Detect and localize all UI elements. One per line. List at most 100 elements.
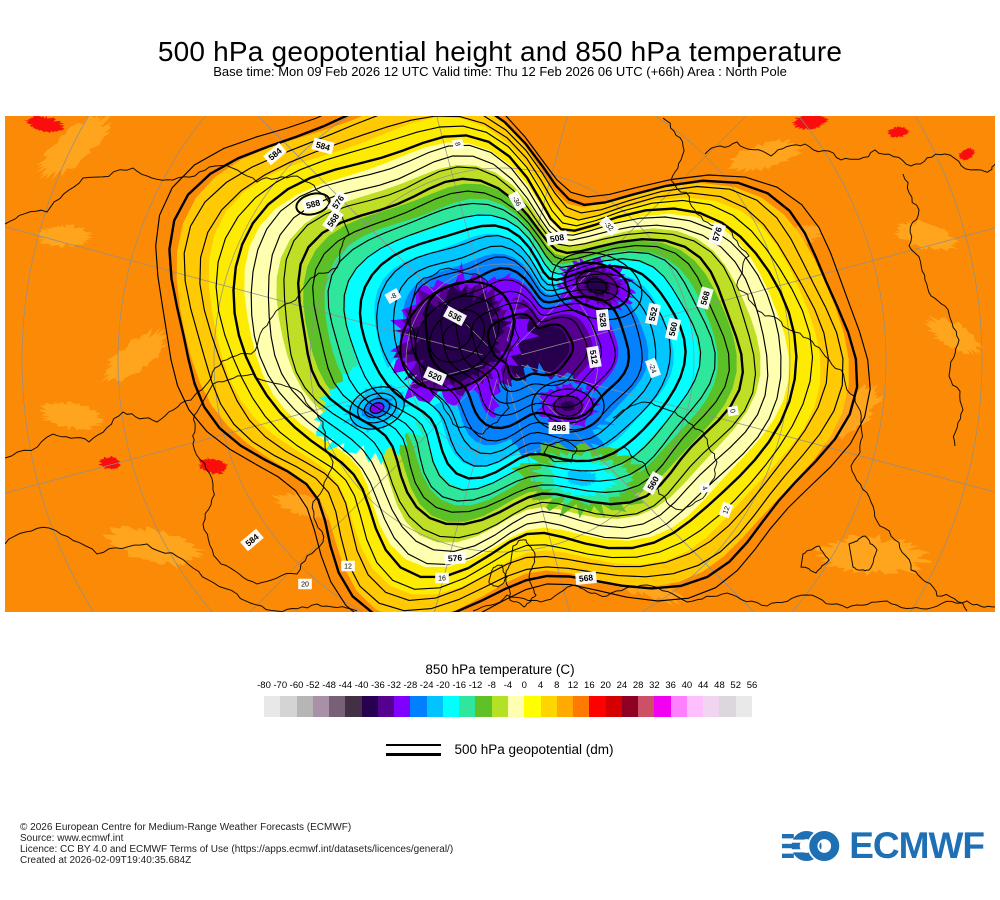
temp-colorbar-segment	[410, 696, 427, 717]
temp-tick-label: 0	[521, 680, 527, 691]
contour-label: 560	[664, 317, 682, 341]
svg-text:4: 4	[700, 485, 708, 491]
temp-tick-label: -20	[436, 680, 450, 691]
contour-label: 12	[718, 501, 734, 519]
temp-tick-label: -70	[273, 680, 288, 691]
svg-text:-36: -36	[511, 195, 522, 207]
temp-tick-label: 8	[554, 680, 560, 691]
temp-tick-label: 40	[681, 680, 693, 691]
svg-text:-8: -8	[389, 292, 398, 301]
contour-label: 4	[698, 481, 712, 495]
temp-colorbar-segment	[589, 696, 606, 717]
temp-tick-label: 12	[567, 680, 579, 691]
contour-line-symbol	[386, 743, 442, 756]
temp-colorbar-segment	[394, 696, 411, 717]
contour-label: -24	[644, 357, 662, 379]
licence-line: Licence: CC BY 4.0 and ECMWF Terms of Us…	[20, 844, 454, 855]
contour-label: 16	[435, 572, 449, 584]
ecmwf-logo-icon	[782, 829, 842, 863]
svg-text:496: 496	[552, 423, 566, 433]
temp-colorbar-segment	[621, 696, 639, 717]
contour-label: 560	[642, 470, 664, 496]
contour-label: 536	[442, 305, 468, 327]
svg-text:576: 576	[448, 553, 463, 564]
svg-text:560: 560	[667, 321, 680, 337]
contour-label: 512	[586, 345, 602, 369]
temp-colorbar-segment	[459, 696, 476, 717]
temp-colorbar-segment	[719, 696, 736, 717]
footer-attribution: © 2026 European Centre for Medium-Range …	[20, 822, 453, 866]
temp-colorbar-segment	[605, 696, 622, 717]
temp-tick-label: 24	[616, 680, 628, 691]
temp-tick-label: 4	[537, 680, 544, 691]
temp-colorbar-segment	[296, 696, 313, 717]
geopotential-legend: 500 hPa geopotential (dm)	[0, 742, 1000, 757]
temp-legend-title: 850 hPa temperature (C)	[425, 662, 575, 677]
temp-tick-label: 20	[600, 680, 611, 691]
contour-label: 568	[322, 208, 344, 232]
temp-tick-label: 16	[584, 680, 595, 691]
temp-colorbar-segment	[329, 696, 346, 717]
contour-label: 12	[341, 560, 355, 572]
chart-subtitle: Base time: Mon 09 Feb 2026 12 UTC Valid …	[213, 64, 787, 79]
temp-tick-label: -24	[419, 680, 434, 691]
contour-label: 568	[575, 570, 597, 586]
temp-tick-label: -36	[370, 680, 385, 691]
temp-colorbar-segment	[507, 696, 525, 717]
contour-label: 0	[727, 405, 739, 417]
source-line: Source: www.ecmwf.int	[20, 833, 124, 844]
temp-colorbar-segment	[475, 696, 492, 717]
copyright-line: © 2026 European Centre for Medium-Range …	[20, 822, 352, 833]
temp-colorbar-segment	[345, 696, 362, 717]
temp-tick-label: -60	[289, 680, 304, 691]
ecmwf-logo: ECMWF	[782, 824, 985, 868]
temp-tick-label: 52	[730, 680, 742, 691]
contour-label: 528	[595, 309, 611, 331]
temp-tick-label: 28	[632, 680, 644, 691]
temp-colorbar-segment	[735, 696, 752, 717]
temp-tick-label: 36	[665, 680, 676, 691]
svg-text:584: 584	[315, 139, 332, 152]
contour-label: 568	[696, 286, 714, 310]
contour-label: 508	[545, 230, 569, 246]
contour-label: 584	[311, 137, 335, 155]
temp-colorbar-segment	[524, 696, 541, 717]
temp-colorbar-segment	[491, 696, 508, 717]
temp-colorbar-segment	[703, 696, 720, 717]
temp-tick-label: -28	[403, 680, 418, 691]
svg-text:588: 588	[305, 197, 322, 210]
temp-legend-ticks: -80 -70 -60 -52 -48 -44 -40 -36 -32 -28 -24 -20 -16-…	[257, 680, 757, 692]
temp-tick-label: -80	[257, 680, 271, 691]
created-line: Created at 2026-02-09T19:40:35.684Z	[20, 855, 192, 866]
temp-tick-label: 44	[697, 680, 709, 691]
contour-label: 576	[708, 222, 726, 246]
svg-text:568: 568	[698, 290, 712, 307]
contour-label: 520	[423, 366, 447, 386]
temp-tick-label: -32	[387, 680, 401, 691]
temp-tick-label: -12	[468, 680, 483, 691]
contour-label: 588	[301, 195, 325, 213]
svg-text:528: 528	[597, 312, 608, 327]
temp-colorbar-segment	[312, 696, 330, 717]
temp-tick-label: 48	[714, 680, 725, 691]
temp-colorbar-segment	[638, 696, 655, 717]
svg-text:0: 0	[728, 409, 736, 414]
temp-colorbar-segment	[654, 696, 671, 717]
contour-label: 8	[451, 138, 465, 150]
contour-label: 496	[548, 422, 570, 434]
svg-text:552: 552	[647, 306, 660, 322]
svg-text:512: 512	[588, 349, 600, 365]
temp-colorbar-segment	[540, 696, 557, 717]
contour-label: 20	[298, 578, 312, 590]
contour-label: 576	[444, 551, 466, 565]
temp-colorbar-segment	[442, 696, 460, 717]
weather-map: 584 584 576 568 584 576 568 576 568 560 552 560 536 5…	[5, 116, 995, 612]
temp-tick-label: -8	[487, 680, 496, 691]
temp-colorbar-segment	[573, 696, 590, 717]
contour-label: -8	[384, 288, 402, 304]
svg-text:576: 576	[710, 225, 724, 242]
svg-text:20: 20	[301, 582, 309, 589]
temp-tick-label: -44	[338, 680, 353, 691]
temp-tick-label: -52	[305, 680, 320, 691]
